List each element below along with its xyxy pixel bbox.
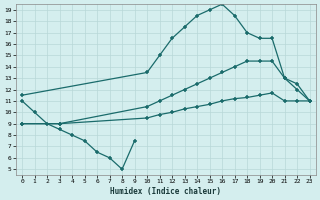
X-axis label: Humidex (Indice chaleur): Humidex (Indice chaleur)	[110, 187, 221, 196]
